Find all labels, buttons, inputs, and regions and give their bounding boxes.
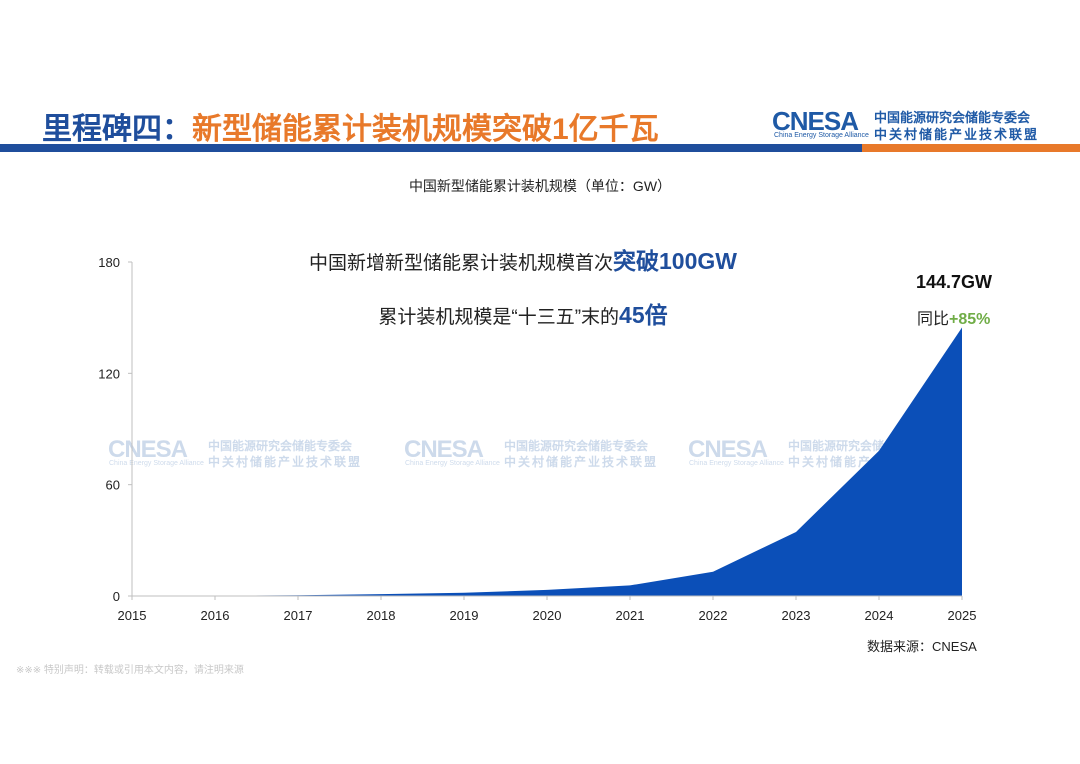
last-value-label: 144.7GW xyxy=(916,272,993,292)
area-series xyxy=(132,327,962,596)
annotation-multiple-text: 累计装机规模是“十三五”末的 xyxy=(378,307,620,328)
x-tick-label: 2025 xyxy=(948,608,977,623)
annotation-milestone-text: 中国新增新型储能累计装机规模首次 xyxy=(309,253,614,274)
x-tick-label: 2017 xyxy=(284,608,313,623)
x-tick-label: 2022 xyxy=(699,608,728,623)
x-tick-label: 2020 xyxy=(533,608,562,623)
header-divider-orange xyxy=(862,144,1080,152)
x-tick-label: 2021 xyxy=(616,608,645,623)
x-tick-label: 2015 xyxy=(118,608,147,623)
y-tick-label: 120 xyxy=(98,366,120,381)
annotation-multiple: 累计装机规模是“十三五”末的45倍 xyxy=(0,296,1046,330)
y-tick-label: 60 xyxy=(106,478,120,493)
annotation-multiple-highlight: 45倍 xyxy=(619,302,668,328)
logo-subtitle: China Energy Storage Alliance xyxy=(774,132,869,139)
header-divider-blue xyxy=(0,144,862,152)
x-tick-label: 2019 xyxy=(450,608,479,623)
page-title: 里程碑四：新型储能累计装机规模突破1亿千瓦 xyxy=(42,104,659,148)
data-source: 数据来源：CNESA xyxy=(867,639,977,654)
annotation-milestone-highlight: 突破100GW xyxy=(613,248,737,274)
logo-org-line2: 中关村储能产业技术联盟 xyxy=(874,127,1040,142)
annotation-milestone: 中国新增新型储能累计装机规模首次突破100GW xyxy=(0,242,1046,276)
y-tick-label: 0 xyxy=(113,589,120,604)
yoy-value: +85% xyxy=(949,311,991,328)
title-main: 新型储能累计装机规模突破1亿千瓦 xyxy=(192,113,659,146)
x-tick-label: 2018 xyxy=(367,608,396,623)
y-tick-label: 180 xyxy=(98,255,120,270)
x-tick-label: 2023 xyxy=(782,608,811,623)
chart-title: 中国新型储能累计装机规模（单位：GW） xyxy=(408,178,672,194)
yoy-prefix: 同比 xyxy=(917,311,950,328)
title-prefix: 里程碑四： xyxy=(42,113,192,146)
watermark-logo: CNESA China Energy Storage Alliance 中国能源研… xyxy=(108,436,363,469)
logo-mark: CNESA xyxy=(772,106,859,136)
x-tick-label: 2016 xyxy=(201,608,230,623)
x-tick-label: 2024 xyxy=(865,608,894,623)
logo-org-line1: 中国能源研究会储能专委会 xyxy=(874,110,1031,125)
disclaimer: ※※※ 特别声明：转载或引用本文内容，请注明来源 xyxy=(16,665,244,676)
watermark-logo: CNESA China Energy Storage Alliance 中国能源研… xyxy=(404,436,659,469)
yoy-label: 同比+85% xyxy=(917,305,990,329)
cnesa-logo: CNESA China Energy Storage Alliance 中国能源… xyxy=(772,106,1062,142)
